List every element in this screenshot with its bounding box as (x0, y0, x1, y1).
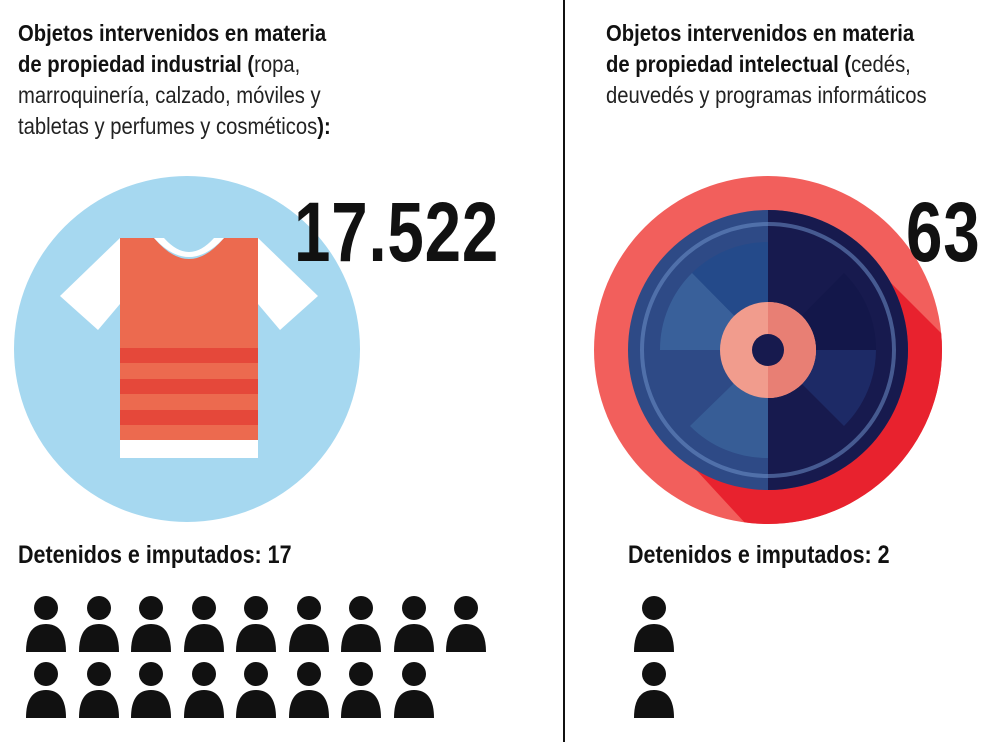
person-icon (392, 660, 436, 720)
person-icon (234, 594, 278, 654)
intellectual-desc-line-2: cedés, (851, 51, 911, 77)
disc-icon (594, 176, 942, 524)
person-icon (182, 594, 226, 654)
person-icon (77, 594, 121, 654)
industrial-desc-line-4: tabletas y perfumes y cosméticos (18, 113, 318, 139)
industrial-title-line-1: Objetos intervenidos en materia (18, 20, 327, 46)
intellectual-title-line-1: Objetos intervenidos en materia (606, 20, 915, 46)
industrial-description: Objetos intervenidos en materia de propi… (18, 18, 511, 142)
person-icon (287, 660, 331, 720)
person-icon (24, 660, 68, 720)
person-icon (339, 594, 383, 654)
industrial-desc-end: ): (317, 113, 331, 139)
intellectual-detained-label: Detenidos e imputados: 2 (628, 541, 890, 569)
intellectual-description: Objetos intervenidos en materia de propi… (606, 18, 990, 111)
person-icon (77, 660, 121, 720)
industrial-count: 17.522 (294, 185, 500, 279)
industrial-desc-line-3: marroquinería, calzado, móviles y (18, 82, 321, 108)
tshirt-icon (14, 176, 360, 522)
person-icon (129, 660, 173, 720)
panel-divider (563, 0, 565, 742)
industrial-property-panel: Objetos intervenidos en materia de propi… (14, 18, 511, 720)
person-icon (234, 660, 278, 720)
intellectual-count: 63 (906, 185, 981, 279)
industrial-detained-label: Detenidos e imputados: 17 (18, 541, 292, 569)
person-icon (129, 594, 173, 654)
person-icon (392, 594, 436, 654)
intellectual-title-line-2: de propiedad intelectual ( (606, 51, 852, 77)
person-icon (182, 660, 226, 720)
industrial-desc-line-2: ropa, (254, 51, 301, 77)
person-icon (632, 660, 676, 720)
intellectual-desc-line-3: deuvedés y programas informáticos (606, 82, 927, 108)
industrial-title-line-2: de propiedad industrial ( (18, 51, 255, 77)
person-icon (287, 594, 331, 654)
person-icon (444, 594, 488, 654)
intellectual-property-panel: Objetos intervenidos en materia de propi… (566, 0, 990, 742)
person-icon (24, 594, 68, 654)
person-icon (632, 594, 676, 654)
person-icon (339, 660, 383, 720)
